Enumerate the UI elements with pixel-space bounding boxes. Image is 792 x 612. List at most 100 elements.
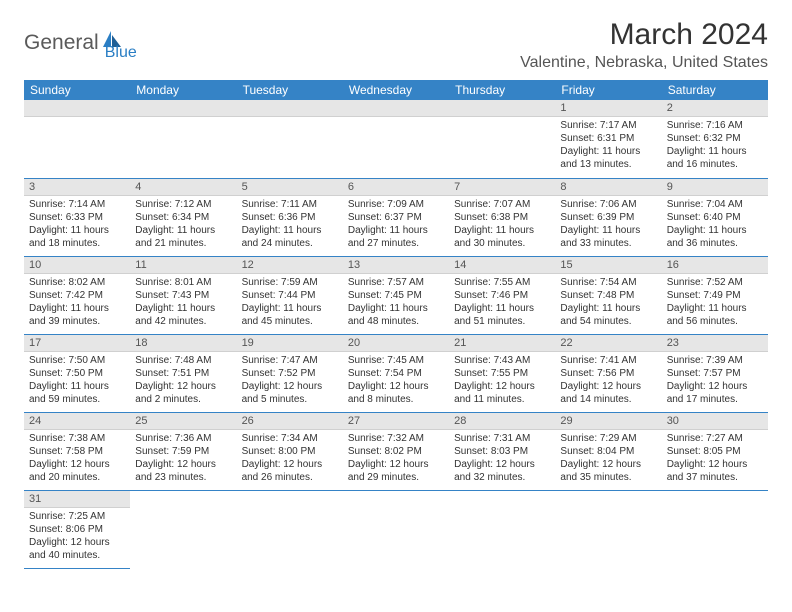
day-detail-line: Sunrise: 7:14 AM (29, 198, 125, 211)
day-detail-line: and 13 minutes. (560, 158, 656, 171)
day-details: Sunrise: 7:27 AMSunset: 8:05 PMDaylight:… (662, 430, 768, 488)
calendar-day-cell: 30Sunrise: 7:27 AMSunset: 8:05 PMDayligh… (662, 412, 768, 490)
calendar-week-row: 31Sunrise: 7:25 AMSunset: 8:06 PMDayligh… (24, 490, 768, 568)
calendar-empty-cell (343, 100, 449, 178)
day-detail-line: Sunset: 8:04 PM (560, 445, 656, 458)
calendar-day-cell: 15Sunrise: 7:54 AMSunset: 7:48 PMDayligh… (555, 256, 661, 334)
calendar-week-row: 24Sunrise: 7:38 AMSunset: 7:58 PMDayligh… (24, 412, 768, 490)
calendar-day-cell: 22Sunrise: 7:41 AMSunset: 7:56 PMDayligh… (555, 334, 661, 412)
calendar-day-cell: 25Sunrise: 7:36 AMSunset: 7:59 PMDayligh… (130, 412, 236, 490)
calendar-empty-cell (449, 490, 555, 568)
day-number: 20 (343, 335, 449, 352)
month-title: March 2024 (520, 18, 768, 52)
calendar-day-cell: 24Sunrise: 7:38 AMSunset: 7:58 PMDayligh… (24, 412, 130, 490)
day-detail-line: Daylight: 11 hours (135, 224, 231, 237)
day-details: Sunrise: 7:41 AMSunset: 7:56 PMDaylight:… (555, 352, 661, 410)
day-details: Sunrise: 8:01 AMSunset: 7:43 PMDaylight:… (130, 274, 236, 332)
day-details: Sunrise: 7:45 AMSunset: 7:54 PMDaylight:… (343, 352, 449, 410)
day-details: Sunrise: 7:04 AMSunset: 6:40 PMDaylight:… (662, 196, 768, 254)
day-detail-line: Sunrise: 7:55 AM (454, 276, 550, 289)
day-detail-line: Daylight: 12 hours (348, 458, 444, 471)
day-detail-line: and 29 minutes. (348, 471, 444, 484)
day-detail-line: Daylight: 11 hours (560, 224, 656, 237)
logo-text-blue: Blue (105, 44, 137, 62)
day-details: Sunrise: 7:52 AMSunset: 7:49 PMDaylight:… (662, 274, 768, 332)
day-number: 1 (555, 100, 661, 117)
day-detail-line: Daylight: 11 hours (242, 302, 338, 315)
day-number: 17 (24, 335, 130, 352)
calendar-day-cell: 11Sunrise: 8:01 AMSunset: 7:43 PMDayligh… (130, 256, 236, 334)
day-detail-line: and 26 minutes. (242, 471, 338, 484)
day-detail-line: Sunset: 6:32 PM (667, 132, 763, 145)
day-detail-line: Sunrise: 7:11 AM (242, 198, 338, 211)
day-number: 5 (237, 179, 343, 196)
weekday-header: Wednesday (343, 80, 449, 100)
day-detail-line: Sunrise: 7:32 AM (348, 432, 444, 445)
calendar-day-cell: 13Sunrise: 7:57 AMSunset: 7:45 PMDayligh… (343, 256, 449, 334)
day-detail-line: and 27 minutes. (348, 237, 444, 250)
header: General Blue March 2024 Valentine, Nebra… (24, 18, 768, 72)
calendar-day-cell: 27Sunrise: 7:32 AMSunset: 8:02 PMDayligh… (343, 412, 449, 490)
weekday-header: Friday (555, 80, 661, 100)
day-detail-line: and 59 minutes. (29, 393, 125, 406)
day-detail-line: Daylight: 12 hours (667, 380, 763, 393)
calendar-empty-cell (130, 490, 236, 568)
calendar-day-cell: 10Sunrise: 8:02 AMSunset: 7:42 PMDayligh… (24, 256, 130, 334)
weekday-header: Thursday (449, 80, 555, 100)
day-details: Sunrise: 7:07 AMSunset: 6:38 PMDaylight:… (449, 196, 555, 254)
calendar-week-row: 3Sunrise: 7:14 AMSunset: 6:33 PMDaylight… (24, 178, 768, 256)
day-detail-line: Sunset: 7:45 PM (348, 289, 444, 302)
day-details: Sunrise: 7:29 AMSunset: 8:04 PMDaylight:… (555, 430, 661, 488)
day-detail-line: Sunrise: 7:34 AM (242, 432, 338, 445)
empty-day-header (237, 100, 343, 117)
day-detail-line: Sunrise: 7:50 AM (29, 354, 125, 367)
day-number: 18 (130, 335, 236, 352)
day-number: 8 (555, 179, 661, 196)
day-number: 6 (343, 179, 449, 196)
day-detail-line: and 33 minutes. (560, 237, 656, 250)
day-detail-line: and 45 minutes. (242, 315, 338, 328)
calendar-day-cell: 20Sunrise: 7:45 AMSunset: 7:54 PMDayligh… (343, 334, 449, 412)
day-detail-line: Sunrise: 7:57 AM (348, 276, 444, 289)
day-detail-line: Sunset: 6:39 PM (560, 211, 656, 224)
calendar-day-cell: 19Sunrise: 7:47 AMSunset: 7:52 PMDayligh… (237, 334, 343, 412)
day-detail-line: and 23 minutes. (135, 471, 231, 484)
day-detail-line: Sunset: 7:55 PM (454, 367, 550, 380)
day-details: Sunrise: 7:55 AMSunset: 7:46 PMDaylight:… (449, 274, 555, 332)
day-detail-line: and 17 minutes. (667, 393, 763, 406)
day-detail-line: Sunset: 8:00 PM (242, 445, 338, 458)
day-detail-line: Sunset: 6:31 PM (560, 132, 656, 145)
day-details: Sunrise: 7:38 AMSunset: 7:58 PMDaylight:… (24, 430, 130, 488)
day-details: Sunrise: 7:43 AMSunset: 7:55 PMDaylight:… (449, 352, 555, 410)
calendar-week-row: 17Sunrise: 7:50 AMSunset: 7:50 PMDayligh… (24, 334, 768, 412)
day-number: 29 (555, 413, 661, 430)
day-detail-line: and 51 minutes. (454, 315, 550, 328)
day-number: 12 (237, 257, 343, 274)
calendar-day-cell: 9Sunrise: 7:04 AMSunset: 6:40 PMDaylight… (662, 178, 768, 256)
day-detail-line: Sunset: 7:59 PM (135, 445, 231, 458)
day-detail-line: Sunrise: 7:06 AM (560, 198, 656, 211)
day-detail-line: Daylight: 12 hours (667, 458, 763, 471)
day-number: 16 (662, 257, 768, 274)
calendar-empty-cell (555, 490, 661, 568)
day-detail-line: Sunrise: 7:52 AM (667, 276, 763, 289)
day-detail-line: Daylight: 12 hours (560, 380, 656, 393)
calendar-day-cell: 2Sunrise: 7:16 AMSunset: 6:32 PMDaylight… (662, 100, 768, 178)
calendar-empty-cell (343, 490, 449, 568)
title-block: March 2024 Valentine, Nebraska, United S… (520, 18, 768, 72)
day-detail-line: Sunrise: 8:01 AM (135, 276, 231, 289)
day-detail-line: and 16 minutes. (667, 158, 763, 171)
day-details: Sunrise: 8:02 AMSunset: 7:42 PMDaylight:… (24, 274, 130, 332)
day-detail-line: Daylight: 12 hours (242, 458, 338, 471)
day-details: Sunrise: 7:36 AMSunset: 7:59 PMDaylight:… (130, 430, 236, 488)
calendar-empty-cell (662, 490, 768, 568)
day-detail-line: Sunset: 6:40 PM (667, 211, 763, 224)
day-detail-line: Sunset: 8:05 PM (667, 445, 763, 458)
day-detail-line: and 14 minutes. (560, 393, 656, 406)
day-detail-line: Sunrise: 7:41 AM (560, 354, 656, 367)
day-details: Sunrise: 7:25 AMSunset: 8:06 PMDaylight:… (24, 508, 130, 566)
day-detail-line: Daylight: 11 hours (667, 224, 763, 237)
calendar-day-cell: 14Sunrise: 7:55 AMSunset: 7:46 PMDayligh… (449, 256, 555, 334)
day-detail-line: Sunrise: 7:04 AM (667, 198, 763, 211)
day-detail-line: Daylight: 11 hours (348, 224, 444, 237)
